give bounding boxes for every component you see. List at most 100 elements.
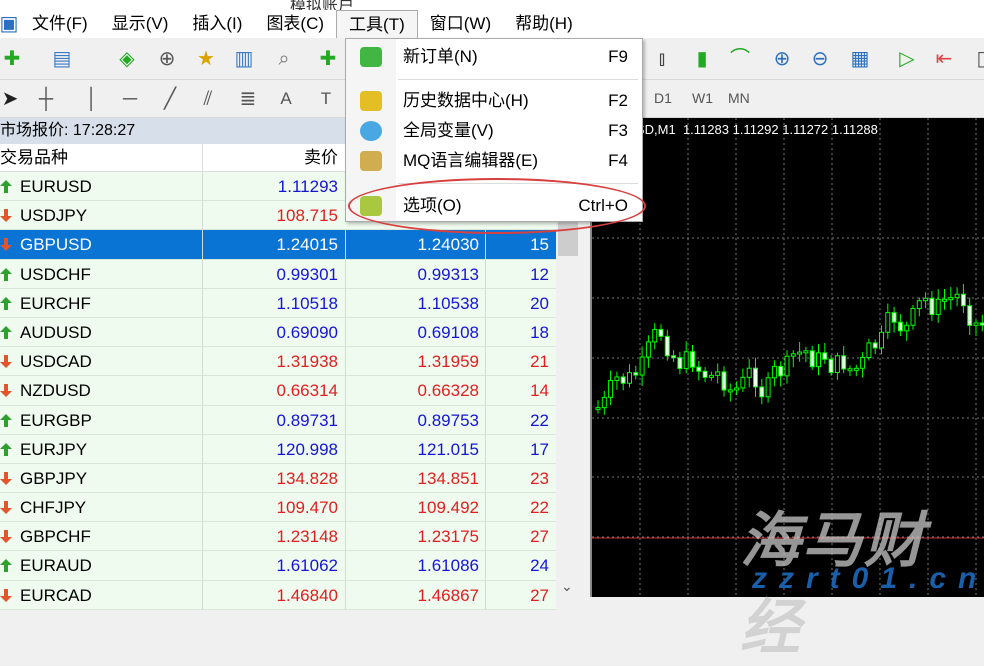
bid-price: 1.61062 — [202, 551, 338, 581]
ask-price: 1.31959 — [345, 347, 479, 377]
candle — [929, 297, 935, 316]
ask-price: 121.015 — [345, 434, 479, 464]
market-row-euraud[interactable]: EURAUD 1.61062 1.61086 24 — [0, 551, 556, 581]
bar-chart-icon[interactable]: ⫾ — [658, 48, 666, 70]
column-bid[interactable]: 卖价 — [202, 144, 338, 172]
trendline-icon[interactable]: ╱ — [163, 88, 177, 110]
terminal-icon[interactable]: ▥ — [234, 48, 254, 70]
menu-item-shortcut: F9 — [608, 47, 628, 66]
timeframe-w1[interactable]: W1 — [692, 90, 713, 106]
price-chart[interactable]: SD,M1 1.11283 1.11292 1.11272 1.11288 — [590, 118, 984, 597]
new-chart-icon[interactable]: ✚ — [3, 48, 21, 70]
candle — [633, 372, 639, 376]
spread: 22 — [485, 493, 549, 523]
menu-2[interactable]: 插入(I) — [192, 14, 243, 33]
candle — [923, 297, 929, 302]
bid-price: 1.46840 — [202, 580, 338, 610]
market-row-eurcad[interactable]: EURCAD 1.46840 1.46867 27 — [0, 580, 556, 610]
profiles-icon[interactable]: ▤ — [52, 48, 72, 70]
menu-item-1[interactable]: 历史数据中心(H) F2 — [346, 87, 642, 115]
symbol: CHFJPY — [20, 498, 87, 518]
chevron-down-icon[interactable]: ⌄ — [561, 578, 573, 594]
candle — [809, 350, 815, 368]
watermark-url: zzrt01.cn — [752, 562, 984, 595]
fibonacci-icon[interactable]: ≣ — [239, 88, 257, 110]
menu-6[interactable]: 帮助(H) — [515, 14, 573, 33]
more-icon[interactable]: ▯ — [976, 48, 984, 70]
ask-price: 0.99313 — [345, 259, 479, 289]
market-watch-scrollbar[interactable]: ⌄ — [556, 172, 580, 597]
symbol: USDCHF — [20, 264, 91, 284]
navigator-icon[interactable]: ★ — [197, 48, 215, 70]
cursor-icon[interactable]: ➤ — [1, 88, 19, 110]
spread: 15 — [485, 230, 549, 260]
bid-price: 1.10518 — [202, 288, 338, 318]
market-row-eurchf[interactable]: EURCHF 1.10518 1.10538 20 — [0, 288, 556, 318]
menu-item-2[interactable]: 全局变量(V) F3 — [346, 117, 642, 145]
chart-info: SD,M1 1.11283 1.11292 1.11272 1.11288 — [636, 122, 878, 137]
menu-3[interactable]: 图表(C) — [266, 14, 325, 33]
app-icon: ▣ — [0, 13, 19, 35]
timeframe-mn[interactable]: MN — [728, 90, 750, 106]
menu-5[interactable]: 窗口(W) — [429, 14, 492, 33]
menu-item-0[interactable]: 新订单(N) F9 — [346, 43, 642, 71]
candle — [904, 324, 910, 332]
arrow-down-icon — [0, 209, 12, 223]
market-row-nzdusd[interactable]: NZDUSD 0.66314 0.66328 14 — [0, 376, 556, 406]
text-icon[interactable]: A — [280, 89, 292, 108]
candle — [708, 374, 714, 378]
market-row-gbpchf[interactable]: GBPCHF 1.23148 1.23175 27 — [0, 522, 556, 552]
candle — [860, 356, 866, 369]
candle — [664, 335, 670, 357]
vertical-line-icon[interactable]: │ — [85, 88, 99, 110]
arrow-down-icon — [0, 471, 12, 485]
crosshair-data-icon[interactable]: ⊕ — [158, 48, 176, 70]
candlestick-icon[interactable]: ▮ — [696, 48, 708, 70]
menu-4[interactable]: 工具(T) — [336, 10, 418, 38]
candle — [885, 312, 891, 333]
market-row-gbpusd[interactable]: GBPUSD 1.24015 1.24030 15 — [0, 230, 556, 260]
column-symbol[interactable]: 交易品种 — [0, 148, 68, 167]
market-row-gbpjpy[interactable]: GBPJPY 134.828 134.851 23 — [0, 463, 556, 494]
timeframe-d1[interactable]: D1 — [654, 90, 672, 106]
market-row-usdcad[interactable]: USDCAD 1.31938 1.31959 21 — [0, 347, 556, 377]
arrow-up-icon — [0, 413, 12, 427]
zoom-out-icon[interactable]: ⊖ — [811, 48, 829, 70]
spread: 21 — [485, 347, 549, 377]
arrow-up-icon — [0, 442, 12, 456]
chart-shift-icon[interactable]: ⇤ — [935, 48, 953, 70]
auto-scroll-icon[interactable]: ▷ — [899, 48, 915, 70]
horizontal-line-icon[interactable]: ─ — [122, 88, 138, 110]
spread: 23 — [485, 463, 549, 493]
market-row-chfjpy[interactable]: CHFJPY 109.470 109.492 22 — [0, 493, 556, 523]
arrow-down-icon — [0, 238, 12, 252]
candle — [671, 355, 677, 359]
tile-windows-icon[interactable]: ▦ — [850, 48, 870, 70]
market-row-eurjpy[interactable]: EURJPY 120.998 121.015 17 — [0, 434, 556, 464]
menu-item-3[interactable]: MQ语言编辑器(E) F4 — [346, 147, 642, 175]
market-row-audusd[interactable]: AUDUSD 0.69090 0.69108 18 — [0, 317, 556, 348]
candle — [601, 396, 607, 409]
metaeditor-icon — [360, 151, 382, 171]
market-watch-icon[interactable]: ◈ — [119, 48, 135, 70]
zoom-in-icon[interactable]: ⊕ — [773, 48, 791, 70]
candle — [727, 389, 733, 393]
new-order-toolbar-icon[interactable]: ✚ — [319, 48, 337, 70]
ask-price: 1.24030 — [345, 230, 479, 260]
line-chart-icon[interactable]: ⌒ — [730, 48, 750, 70]
candle — [753, 367, 758, 388]
candle — [879, 331, 884, 349]
candle — [658, 328, 664, 337]
crosshair-icon[interactable]: ┼ — [38, 88, 54, 110]
candle — [639, 356, 645, 376]
equidistant-channel-icon[interactable]: ⫽ — [203, 88, 213, 110]
symbol: AUDUSD — [20, 322, 92, 342]
market-row-usdchf[interactable]: USDCHF 0.99301 0.99313 12 — [0, 259, 556, 289]
text-label-icon[interactable]: T — [320, 89, 332, 108]
menu-1[interactable]: 显示(V) — [111, 14, 169, 33]
strategy-tester-icon[interactable]: ⌕ — [278, 48, 290, 70]
menu-0[interactable]: 文件(F) — [32, 14, 88, 33]
candle — [740, 376, 746, 389]
market-row-eurgbp[interactable]: EURGBP 0.89731 0.89753 22 — [0, 405, 556, 435]
arrow-up-icon — [0, 267, 12, 281]
